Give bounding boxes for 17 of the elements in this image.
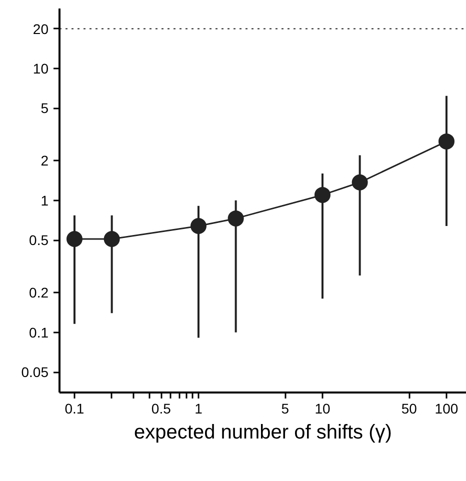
x-tick-label: 100: [434, 400, 458, 416]
x-tick-label: 50: [401, 400, 418, 416]
y-tick-label: 0.5: [29, 232, 49, 248]
x-tick-label: 1: [194, 400, 203, 416]
y-tick-label: 20: [32, 20, 49, 37]
x-tick-label: 0.5: [151, 400, 172, 416]
y-tick-label: 0.1: [29, 324, 49, 340]
y-tick-label: 2: [40, 152, 49, 169]
x-tick-label: 5: [281, 400, 290, 416]
y-tick-label: 10: [32, 60, 49, 77]
y-tick-label: 0.05: [21, 364, 49, 380]
x-tick-label: 10: [314, 400, 330, 416]
y-tick-label: 1: [40, 192, 49, 208]
y-tick-label: 5: [40, 100, 49, 116]
y-tick-label: 0.2: [29, 284, 49, 301]
x-axis-title: expected number of shifts (γ): [134, 422, 392, 444]
x-tick-label: 0.1: [64, 400, 84, 416]
